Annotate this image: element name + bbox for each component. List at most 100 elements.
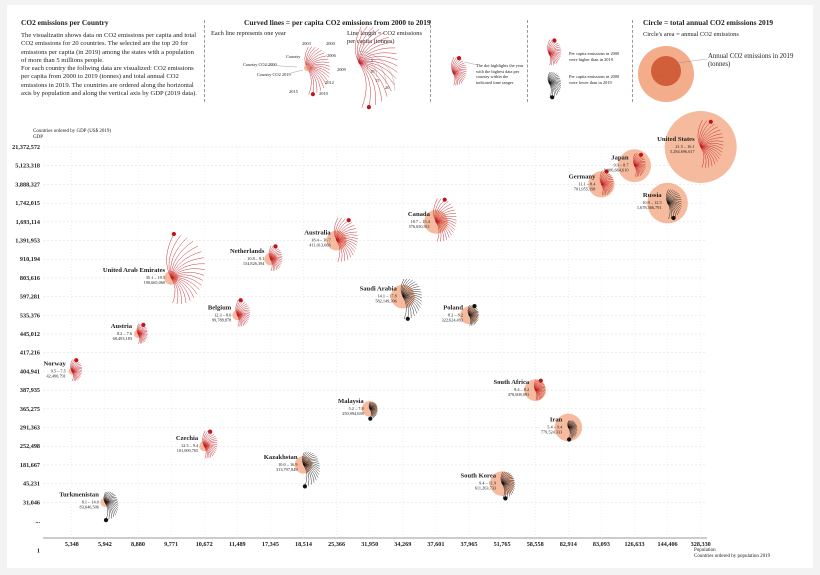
country-total-emissions: 611,263,733 <box>475 486 496 492</box>
fan-line <box>435 206 454 222</box>
fan-line <box>601 184 604 196</box>
poster: CO2 emissions per Country The visualizat… <box>7 5 813 568</box>
country-co2-range: 9.4 – 11.9 <box>479 481 496 486</box>
fan-line <box>358 62 383 102</box>
fan-line <box>171 277 195 298</box>
intro-paragraph-1: The visualizatin shows data on CO2 emiss… <box>21 32 197 64</box>
year-label: 2009 <box>337 67 346 72</box>
fan-line <box>170 274 204 281</box>
fan-line <box>336 225 355 241</box>
fan-line <box>170 277 179 305</box>
y-tick-label: 535,376 <box>20 312 40 319</box>
country-total-emissions: 478,608,091 <box>508 392 529 398</box>
y-tick-label: 387,935 <box>20 387 40 394</box>
country-total-emissions: 582,149,396 <box>375 299 397 305</box>
x-tick-label: 144,406 <box>658 541 678 548</box>
y-tick-label: 910,194 <box>20 256 40 263</box>
country-name: South Korea <box>460 473 496 480</box>
scale-label: 5 <box>371 58 374 63</box>
max-year-dot <box>708 119 713 124</box>
y-tick-label: 45,231 <box>23 481 40 488</box>
max-year-dot <box>171 231 176 237</box>
fan-line <box>358 28 380 64</box>
legend-lower-fan <box>547 71 562 100</box>
country-total-emissions: 1,106,664,610 <box>604 168 629 174</box>
fan-line <box>336 219 349 241</box>
max-year-dot <box>103 518 109 523</box>
fan-line <box>548 82 552 98</box>
circle-legend-label: Annual CO2 emissions in 2019 (tonnes) <box>708 53 794 68</box>
scale-label: 20 <box>385 85 390 90</box>
x-tick-label: 9,771 <box>164 541 178 548</box>
y-tick-label: 365,275 <box>20 406 40 413</box>
per-capita-fan <box>533 378 546 401</box>
country-total-emissions: 68,493,183 <box>113 336 132 342</box>
divider <box>527 20 528 102</box>
fan-line <box>433 198 438 222</box>
country-name: United States <box>657 136 695 143</box>
circle-legend-title: Circle = total annual CO2 emissions 2019 <box>643 18 774 27</box>
x-tick-label: 126,633 <box>624 541 644 548</box>
fan-line <box>468 315 471 326</box>
fan-line <box>170 263 205 279</box>
legend-graphics <box>264 26 708 110</box>
fan-line <box>336 240 349 260</box>
fan-line <box>170 257 204 279</box>
per-capita-fan <box>334 217 358 262</box>
y-tick-label: 252,498 <box>20 443 40 450</box>
country-total-emissions: 313,797,849 <box>276 467 297 473</box>
per-capita-fan <box>368 401 378 421</box>
y-tick-label: 1,742,015 <box>15 200 40 207</box>
per-capita-fan <box>433 197 457 242</box>
y-tick-label: 181,667 <box>20 462 40 469</box>
fan-line <box>435 203 452 222</box>
country-total-emissions: 5,284,696,617 <box>670 149 696 155</box>
country-total-emissions: 1,678,366,791 <box>637 205 662 211</box>
max-year-dot <box>366 105 371 110</box>
x-tick-label: 58,558 <box>527 541 544 548</box>
fan-line <box>170 237 188 278</box>
country-co2-range: 5.4 – 9.4 <box>547 425 563 430</box>
fan-line <box>336 234 358 241</box>
country-name: Japan <box>611 155 629 162</box>
fan-line <box>358 26 374 64</box>
fan-line <box>170 272 205 279</box>
country-co2-range: 35.1 – 19.5 <box>146 275 165 280</box>
x-tick-label: 5,348 <box>65 541 79 548</box>
max-year-dot <box>238 298 243 303</box>
country-name: Turkmenistan <box>59 491 99 498</box>
fan-line <box>334 217 339 241</box>
year-label: 2015 <box>289 89 298 94</box>
per-capita-fan <box>599 169 614 196</box>
country-co2-range: 12.3 – 8.6 <box>214 312 232 317</box>
fan-line <box>237 315 240 327</box>
divider <box>632 20 633 102</box>
legend-leader-line <box>264 64 298 68</box>
country-name: Russia <box>643 192 662 199</box>
fan-line <box>171 276 202 286</box>
curves-legend-title: Curved lines = per capita CO2 emissions … <box>244 18 431 27</box>
country-total-emissions: 154,826,394 <box>243 261 265 267</box>
x-tick-label: 51,765 <box>494 541 511 548</box>
fan-line <box>170 268 205 279</box>
country-total-emissions: 322,624,493 <box>442 317 463 323</box>
country-total-emissions: 576,650,911 <box>409 224 430 230</box>
country-co2-range: 10.0 – 16.9 <box>278 462 297 467</box>
max-year-dot <box>552 38 557 43</box>
country-name: Netherlands <box>230 248 265 255</box>
fan-line <box>171 277 200 290</box>
circle-area-note: Circle's area = annual CO2 emissions <box>643 31 739 38</box>
country-co2-range: 8.1 – 14.0 <box>82 499 99 504</box>
country-co2-range: 8.2 – 8.2 <box>448 312 463 317</box>
fan-line <box>170 251 202 278</box>
country-name: Norway <box>43 360 66 367</box>
country-co2-range: 12.5 – 9.4 <box>181 443 199 448</box>
fan-line <box>700 144 724 150</box>
